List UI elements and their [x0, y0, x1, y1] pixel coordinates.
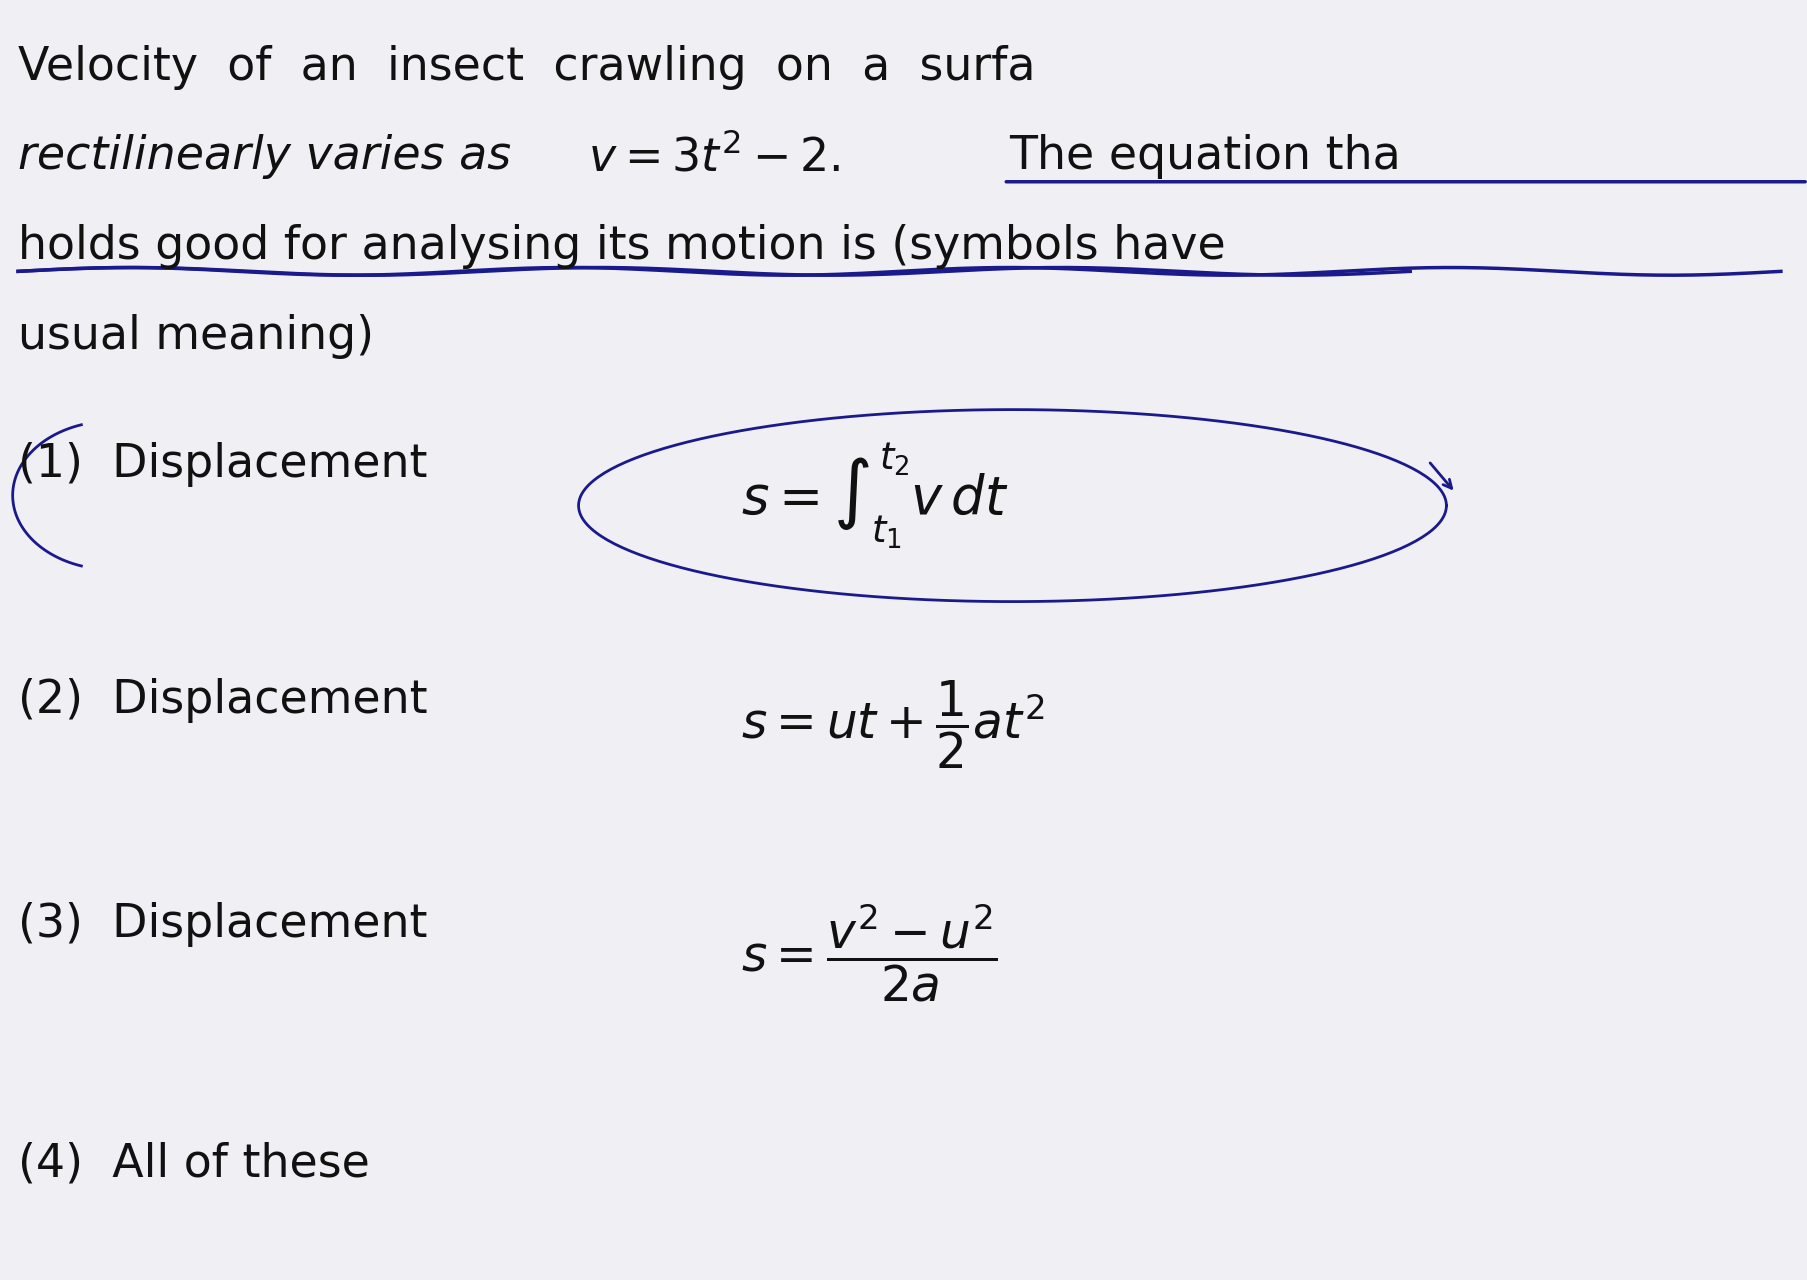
Text: (2)  Displacement: (2) Displacement: [18, 678, 457, 723]
Text: $s = \dfrac{v^2 - u^2}{2a}$: $s = \dfrac{v^2 - u^2}{2a}$: [741, 902, 997, 1005]
Text: $s = \int_{t_1}^{t_2} v\,dt$: $s = \int_{t_1}^{t_2} v\,dt$: [741, 442, 1008, 552]
Text: (3)  Displacement: (3) Displacement: [18, 902, 457, 947]
Text: usual meaning): usual meaning): [18, 314, 374, 358]
Text: $s = ut + \dfrac{1}{2}at^2$: $s = ut + \dfrac{1}{2}at^2$: [741, 678, 1044, 771]
Text: holds good for analysing its motion is (symbols have: holds good for analysing its motion is (…: [18, 224, 1225, 269]
Text: Velocity  of  an  insect  crawling  on  a  surfa: Velocity of an insect crawling on a surf…: [18, 45, 1035, 90]
Text: (4)  All of these: (4) All of these: [18, 1142, 370, 1187]
Text: The equation tha: The equation tha: [1008, 134, 1400, 179]
Text: (1)  Displacement: (1) Displacement: [18, 442, 457, 486]
Text: rectilinearly varies as: rectilinearly varies as: [18, 134, 526, 179]
Text: $v = 3t^2 - 2.$: $v = 3t^2 - 2.$: [587, 134, 840, 180]
